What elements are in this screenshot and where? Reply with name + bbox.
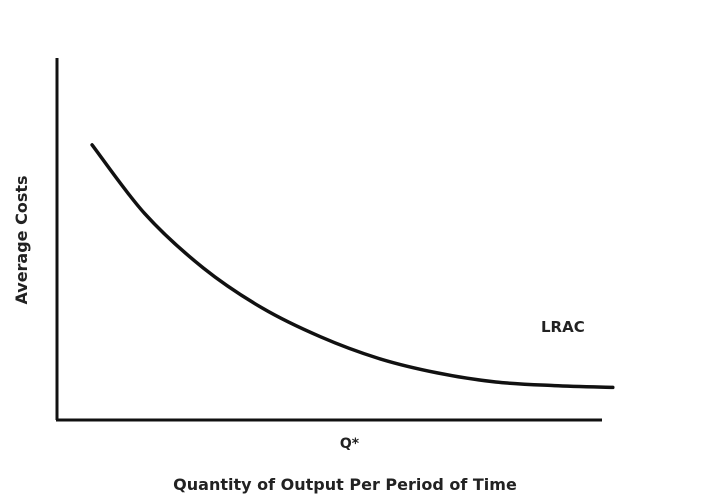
x-tick-label-0: Q* [340, 436, 360, 452]
x-ticks: Q* [340, 436, 360, 452]
y-axis-label: Average Costs [12, 175, 31, 304]
x-axis-label: Quantity of Output Per Period of Time [173, 475, 517, 494]
lrac-curve [90, 143, 615, 390]
lrac-label: LRAC [541, 318, 585, 336]
